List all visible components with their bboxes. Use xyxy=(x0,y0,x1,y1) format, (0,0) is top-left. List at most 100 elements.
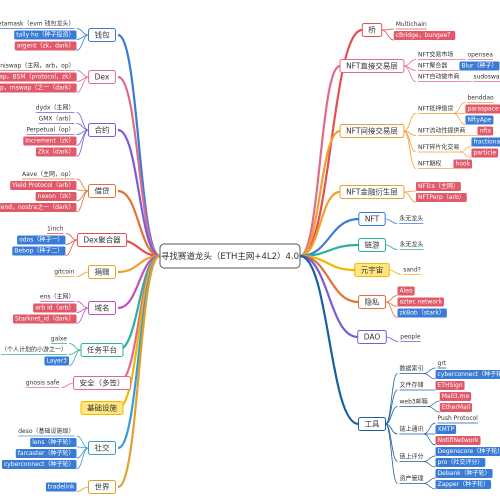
branch-box xyxy=(339,185,405,199)
leaf-label: NftyApe xyxy=(467,117,491,124)
connector xyxy=(453,113,466,125)
leaf-label: Push Protocol xyxy=(438,415,479,422)
branch-box xyxy=(80,343,124,357)
leaf-label: gitcoin xyxy=(54,269,74,276)
branch-label: 世界 xyxy=(95,482,110,492)
leaf-box xyxy=(465,104,500,114)
branch-box xyxy=(339,124,405,138)
connector xyxy=(385,218,398,224)
branch-label: 合约 xyxy=(95,125,110,135)
leaf-label: （个人计划的小游之一） xyxy=(1,346,67,354)
connector xyxy=(385,406,398,425)
leaf-box xyxy=(397,297,444,307)
leaf-label: nftx xyxy=(479,128,491,135)
leaf-box xyxy=(14,30,77,40)
leaf-label: NFTcs（主网） xyxy=(418,182,459,190)
connector xyxy=(68,343,82,351)
leaf-label: NFT自动做市商 xyxy=(418,73,460,81)
branch-label: Dex聚合器 xyxy=(83,235,121,245)
leaf-label: Aave（主网，op） xyxy=(22,170,75,178)
branch-box xyxy=(357,330,387,344)
leaf-box xyxy=(17,235,66,245)
leaf-label: Starknet_id（dark） xyxy=(15,316,75,323)
connector xyxy=(76,271,89,277)
connector xyxy=(76,447,89,470)
branch-box xyxy=(88,441,116,455)
connector xyxy=(423,367,436,374)
leaf-label: XMTP xyxy=(438,426,455,433)
leaf-label: Debank（种子轮） xyxy=(438,469,491,477)
connector xyxy=(459,151,472,158)
leaf-label: 永无龙头 xyxy=(399,215,423,223)
leaf-label: argent（zk，dark） xyxy=(17,43,75,50)
branch-label: 钱包 xyxy=(95,30,110,40)
connector xyxy=(76,435,89,449)
leaf-box xyxy=(35,192,77,201)
center-topic: 寻找赛道龙头（ETH主网+4L2）4.0 xyxy=(161,251,299,262)
leaf-box xyxy=(0,72,77,82)
leaf-box xyxy=(14,41,77,51)
leaf-label: dydx（主网） xyxy=(36,104,75,112)
leaf-label: ens（主网） xyxy=(40,293,75,301)
leaf-label: cyberconnect（种子轮） xyxy=(4,460,75,468)
branch-label: 元宇宙 xyxy=(361,265,384,275)
leaf-label: NFT碎片化交易 xyxy=(418,143,460,151)
branch-label: 安全（多签） xyxy=(80,378,125,388)
leaf-label: swap，BSM（protocol，zk） xyxy=(0,74,75,81)
leaf-label: NFT流动性提供商 xyxy=(418,127,466,135)
leaf-label: tradelink xyxy=(48,484,75,491)
connector xyxy=(385,373,398,425)
connector xyxy=(76,129,89,157)
connector xyxy=(403,65,417,82)
leaf-box xyxy=(393,31,456,40)
connector xyxy=(76,34,89,51)
branch-box xyxy=(88,123,116,137)
leaf-label: cBridge，bungee？ xyxy=(396,32,453,39)
connector xyxy=(76,70,89,78)
leaf-label: Degenscore（种子轮） xyxy=(438,447,500,455)
leaf-label: NFT期权 xyxy=(418,160,442,168)
leaf-label: gnosis safe xyxy=(26,380,60,387)
leaf-label: 资产管理 xyxy=(400,475,424,483)
leaf-label: galxe xyxy=(51,336,68,343)
leaf-box xyxy=(12,246,66,256)
leaf-label: Increment（zk） xyxy=(25,138,74,145)
connector xyxy=(299,254,359,426)
leaf-box xyxy=(435,458,486,467)
connector xyxy=(61,382,74,388)
branch-label: NFT金融衍生层 xyxy=(346,187,398,197)
branch-box xyxy=(358,295,386,309)
leaf-box xyxy=(435,370,500,379)
leaf-label: paraspace xyxy=(467,106,499,113)
leaf-box xyxy=(435,436,481,445)
leaf-label: particle xyxy=(473,150,496,157)
leaf-label: Zapper（种子轮） xyxy=(438,480,490,488)
leaf-box xyxy=(439,403,473,412)
leaf-box xyxy=(435,425,457,434)
connector xyxy=(385,423,398,484)
branch-label: 隐私 xyxy=(365,297,380,307)
branch-box xyxy=(80,401,124,415)
connector xyxy=(403,59,416,67)
connector xyxy=(423,461,436,468)
leaf-label: fractional xyxy=(473,139,500,146)
connector xyxy=(76,112,89,131)
leaf-label: farcaster（种子轮） xyxy=(18,449,75,457)
connector xyxy=(427,400,440,407)
branch-label: Dex xyxy=(95,73,110,82)
connector xyxy=(385,389,398,425)
connector xyxy=(299,64,341,258)
connector xyxy=(423,373,436,380)
connector xyxy=(385,295,398,303)
leaf-label: grt xyxy=(438,360,447,367)
branch-label: 桥 xyxy=(368,25,376,35)
leaf-box xyxy=(10,181,77,190)
branch-label: NFT直接交易层 xyxy=(346,61,398,71)
connector xyxy=(423,483,436,490)
leaf-label: Yield Protocol（arb） xyxy=(11,182,74,189)
leaf-label: Mail3.me xyxy=(442,393,470,400)
branch-box xyxy=(361,23,383,37)
leaf-box xyxy=(415,193,467,202)
leaf-label: deso（基础设施级） xyxy=(18,427,74,435)
